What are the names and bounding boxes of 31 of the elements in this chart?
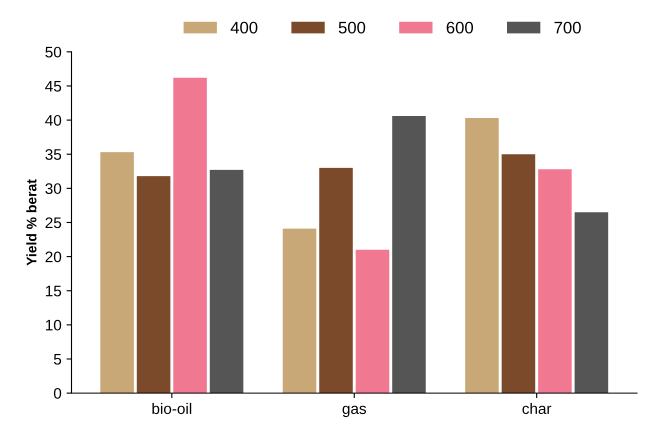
bar xyxy=(538,169,572,394)
bar xyxy=(282,228,316,394)
y-tick-label: 50 xyxy=(45,46,62,58)
bar xyxy=(173,78,207,394)
legend-label: 600 xyxy=(446,22,474,34)
bar xyxy=(465,118,499,394)
bar xyxy=(574,212,608,394)
y-tick-label: 15 xyxy=(46,286,62,296)
x-tick-label: gas xyxy=(342,406,366,418)
bar xyxy=(392,116,426,394)
legend-label: 500 xyxy=(338,22,366,34)
bar xyxy=(319,168,353,394)
bar xyxy=(100,152,134,394)
y-tick-label: 5 xyxy=(54,354,62,365)
legend-label: 400 xyxy=(230,22,258,34)
x-tick-label: bio-oil xyxy=(152,402,192,414)
y-tick-label: 30 xyxy=(45,183,62,194)
y-tick-label: 40 xyxy=(45,114,62,126)
x-tick-label: char xyxy=(522,402,552,414)
y-tick-label: 45 xyxy=(45,80,62,92)
y-axis-title: Yield % berat xyxy=(26,179,36,266)
y-tick-label: 0 xyxy=(54,388,62,399)
bar xyxy=(502,154,536,394)
y-tick-label: 20 xyxy=(46,251,62,262)
y-tick-label: 35 xyxy=(45,149,62,160)
legend-label: 700 xyxy=(554,22,581,34)
y-tick-label: 25 xyxy=(46,217,62,228)
bar xyxy=(136,176,170,394)
y-tick-label: 10 xyxy=(46,320,62,331)
bar xyxy=(356,250,390,394)
bar xyxy=(210,170,244,394)
